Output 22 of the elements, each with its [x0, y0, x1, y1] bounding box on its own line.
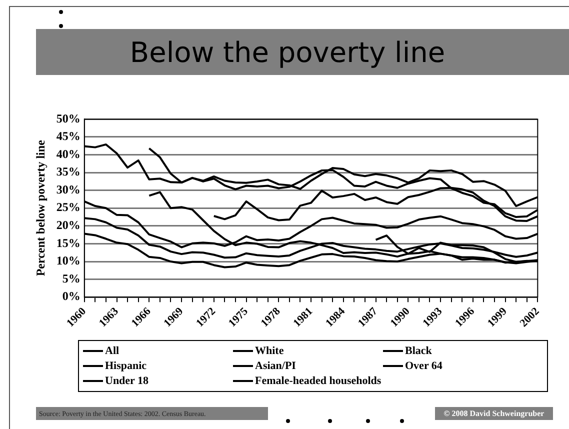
- y-tick-label: 0%: [62, 289, 80, 304]
- legend-label: All: [104, 344, 120, 358]
- y-tick-label: 40%: [56, 146, 80, 161]
- y-tick-label: 30%: [56, 182, 80, 196]
- legend-label: Female-headed households: [254, 374, 382, 389]
- y-tick-label: 10%: [56, 254, 80, 268]
- chart-title: Below the poverty line: [36, 29, 569, 75]
- y-axis-title: Percent below poverty line: [33, 139, 48, 276]
- legend-label: Asian/PI: [254, 358, 297, 374]
- y-tick-label: 20%: [56, 218, 80, 232]
- y-tick-label: 15%: [56, 236, 80, 250]
- legend-label: Hispanic: [104, 358, 148, 374]
- y-tick-label: 5%: [62, 271, 80, 286]
- y-tick-label: 45%: [56, 129, 80, 144]
- legend-label: Over 64: [404, 358, 444, 374]
- y-tick-label: 50%: [56, 111, 80, 126]
- y-tick-label: 35%: [56, 164, 80, 179]
- text: © 2008 David Schweingruber: [435, 407, 553, 420]
- legend-label: Black: [404, 344, 433, 358]
- legend-label: White: [254, 344, 285, 358]
- legend-label: Under 18: [104, 374, 150, 389]
- y-tick-label: 25%: [56, 200, 80, 214]
